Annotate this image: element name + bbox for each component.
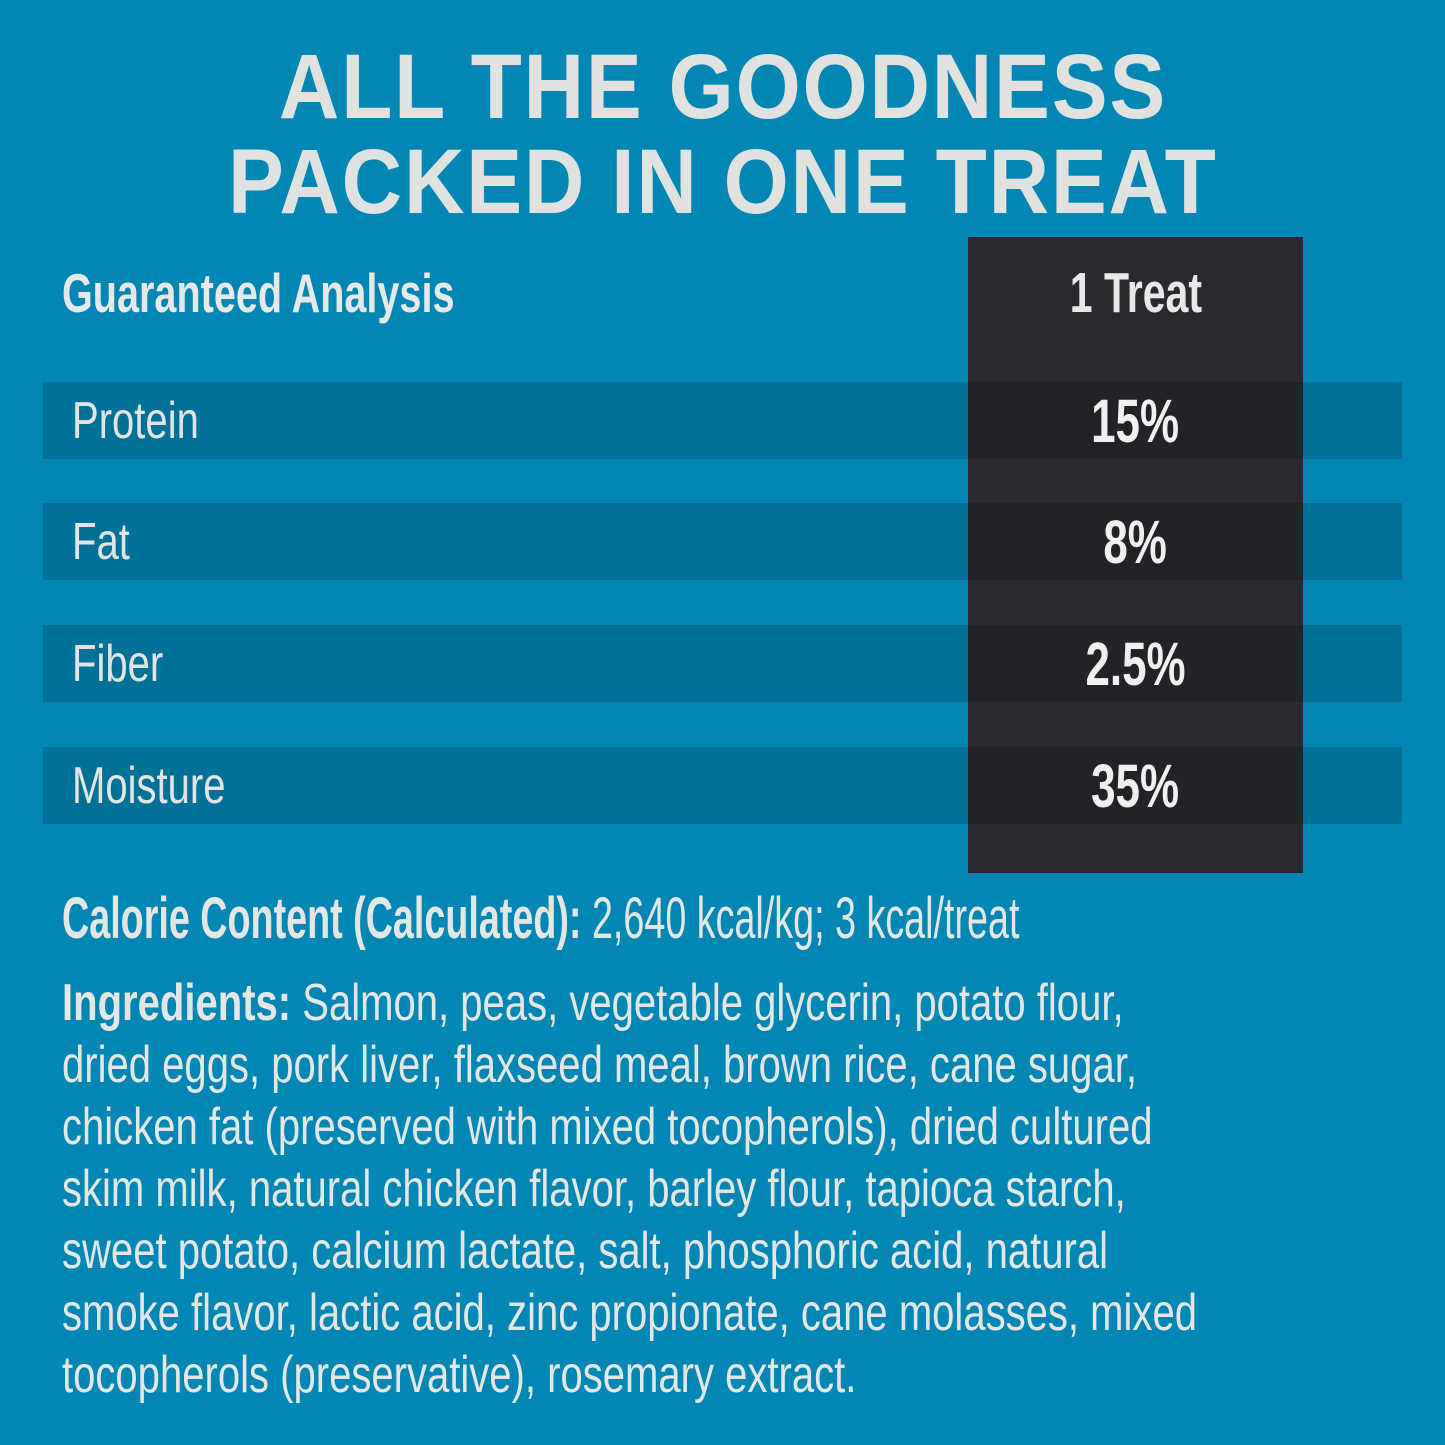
title-line-1-wrap: ALL THE GOODNESS [0,40,1445,135]
ingredients-text: Salmon, peas, vegetable glycerin, potato… [302,974,1124,1032]
ingredients-text: sweet potato, calcium lactate, salt, pho… [62,1222,1109,1280]
title-line-1: ALL THE GOODNESS [278,36,1167,138]
row-label: Fat [72,512,130,571]
ingredients-text: tocopherols (preservative), rosemary ext… [62,1346,857,1404]
ingredients-text: dried eggs, pork liver, flaxseed meal, b… [62,1036,1137,1094]
ingredients-line: sweet potato, calcium lactate, salt, pho… [62,1220,1445,1282]
ingredients-line: dried eggs, pork liver, flaxseed meal, b… [62,1034,1445,1096]
calorie-content-text: Calorie Content (Calculated): 2,640 kcal… [62,889,1019,949]
table-row-fiber: Fiber 2.5% [43,625,1402,702]
row-value: 35% [1091,751,1180,820]
ingredients-line: smoke flavor, lactic acid, zinc propiona… [62,1282,1445,1344]
ingredients-paragraph: Ingredients: Salmon, peas, vegetable gly… [62,972,1445,1406]
value-column-panel [968,237,1303,873]
row-label: Fiber [72,634,164,693]
calorie-content-line: Calorie Content (Calculated): 2,640 kcal… [62,889,1445,949]
ingredients-line: chicken fat (preserved with mixed tocoph… [62,1096,1445,1158]
ingredients-text: smoke flavor, lactic acid, zinc propiona… [62,1284,1197,1342]
table-header-label: Guaranteed Analysis [62,265,607,321]
guaranteed-analysis-text: Guaranteed Analysis [62,262,455,324]
row-value: 15% [1091,386,1180,455]
ingredients-text: chicken fat (preserved with mixed tocoph… [62,1098,1153,1156]
value-column-header: 1 Treat [968,261,1303,325]
table-row-protein: Protein 15% [43,382,1402,459]
row-label: Moisture [72,756,226,815]
row-value: 2.5% [1085,629,1186,698]
ingredients-line: Ingredients: Salmon, peas, vegetable gly… [62,972,1445,1034]
ingredients-text: skim milk, natural chicken flavor, barle… [62,1160,1126,1218]
ingredients-line: skim milk, natural chicken flavor, barle… [62,1158,1445,1220]
ingredients-line: tocopherols (preservative), rosemary ext… [62,1344,1445,1406]
calorie-content-label: Calorie Content (Calculated): [62,886,582,951]
title-line-2: PACKED IN ONE TREAT [227,131,1218,233]
ingredients-label: Ingredients: [62,974,292,1032]
page-title: ALL THE GOODNESS PACKED IN ONE TREAT [0,40,1445,230]
one-treat-text: 1 Treat [1069,261,1202,325]
table-header-row: Guaranteed Analysis 1 Treat [0,265,1445,323]
table-row-moisture: Moisture 35% [43,747,1402,824]
table-row-fat: Fat 8% [43,503,1402,580]
title-line-2-wrap: PACKED IN ONE TREAT [0,135,1445,230]
row-value: 8% [1103,507,1168,576]
row-label: Protein [72,391,199,450]
calorie-content-value: 2,640 kcal/kg; 3 kcal/treat [591,886,1020,951]
